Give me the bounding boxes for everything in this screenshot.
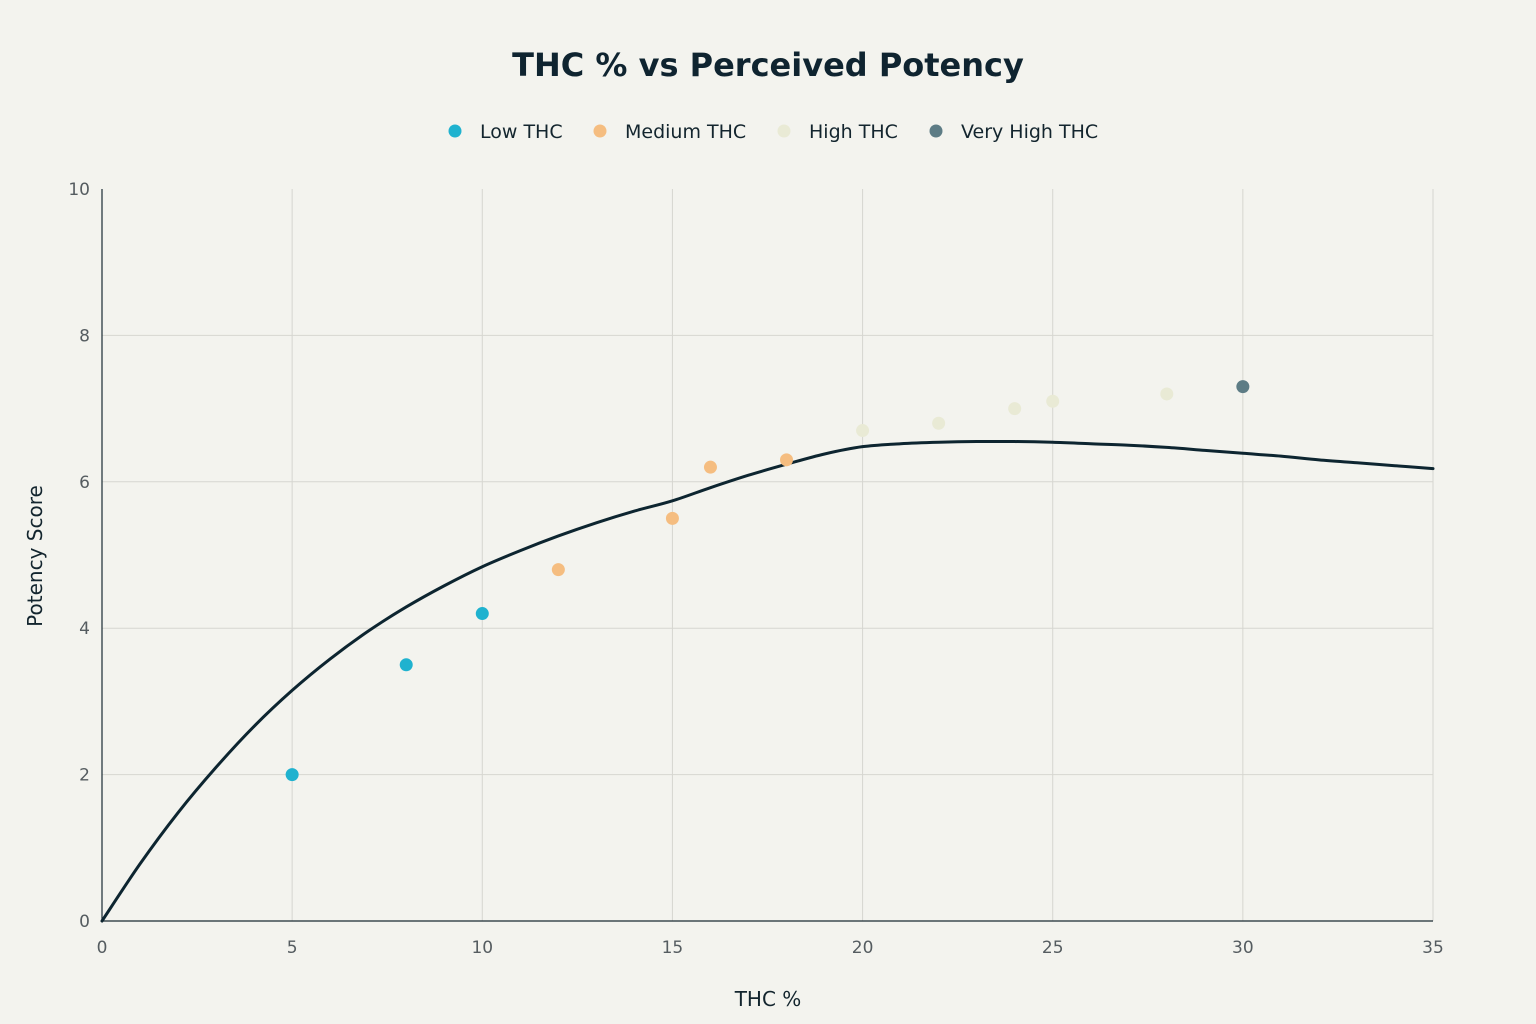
y-tick-label: 8 — [79, 326, 90, 346]
data-point — [399, 658, 413, 672]
x-tick-label: 15 — [662, 938, 684, 958]
data-point — [551, 563, 565, 577]
legend-label: Very High THC — [961, 121, 1098, 143]
legend: Low THC Medium THC High THC Very High THC — [448, 121, 1098, 143]
x-tick-label: 25 — [1042, 938, 1064, 958]
chart-title: THC % vs Perceived Potency — [512, 46, 1024, 84]
data-point — [856, 424, 870, 438]
data-point — [665, 511, 679, 525]
y-tick-label: 10 — [68, 180, 90, 200]
y-axis-label: Potency Score — [23, 485, 47, 627]
data-point — [1008, 402, 1022, 416]
gridlines — [102, 189, 1434, 921]
x-axis-label: THC % — [734, 987, 802, 1011]
data-point — [1236, 380, 1250, 394]
legend-marker — [929, 124, 943, 138]
legend-label: Medium THC — [625, 121, 746, 143]
legend-item: High THC — [777, 121, 898, 143]
legend-item: Medium THC — [593, 121, 746, 143]
legend-label: High THC — [809, 121, 898, 143]
y-tick-label: 4 — [79, 619, 90, 639]
data-point — [475, 607, 489, 621]
legend-label: Low THC — [480, 121, 563, 143]
data-point — [703, 460, 717, 474]
legend-item: Low THC — [448, 121, 563, 143]
tick-labels: 0 5 10 15 20 25 30 35 0 2 4 6 8 10 — [68, 180, 1443, 958]
legend-marker — [593, 124, 607, 138]
legend-marker — [777, 124, 791, 138]
x-tick-label: 5 — [287, 938, 298, 958]
legend-item: Very High THC — [929, 121, 1098, 143]
data-point — [1046, 394, 1060, 408]
data-point — [780, 453, 794, 467]
data-point — [285, 768, 299, 782]
x-tick-label: 0 — [97, 938, 108, 958]
y-tick-label: 0 — [79, 912, 90, 932]
x-tick-label: 30 — [1232, 938, 1254, 958]
legend-marker — [448, 124, 462, 138]
data-points — [285, 380, 1250, 782]
data-point — [932, 416, 946, 430]
y-tick-label: 6 — [79, 473, 90, 493]
trend-line — [100, 439, 1435, 923]
data-point — [1160, 387, 1174, 401]
x-tick-label: 10 — [471, 938, 493, 958]
x-tick-label: 20 — [852, 938, 874, 958]
x-tick-label: 35 — [1422, 938, 1444, 958]
axes — [101, 189, 1433, 922]
y-tick-label: 2 — [79, 766, 90, 786]
